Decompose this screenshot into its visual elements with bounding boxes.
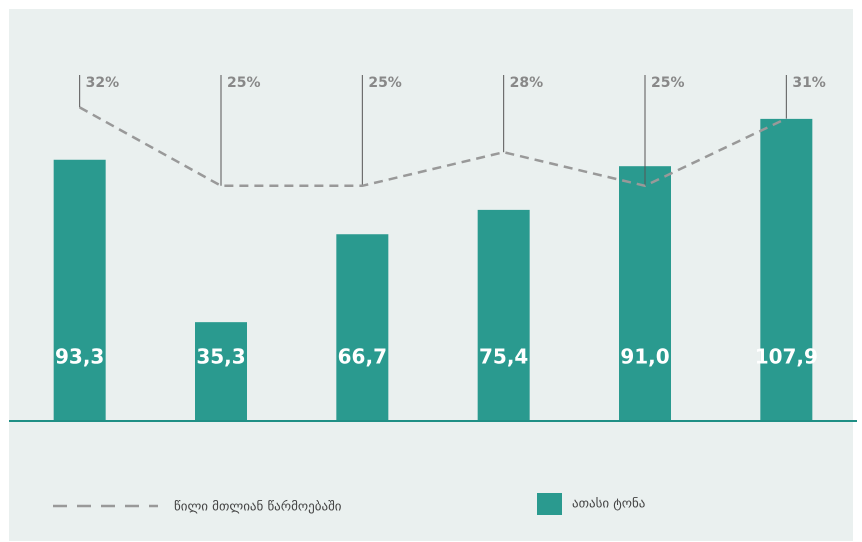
legend-swatch [537,493,562,515]
line-value-label: 25% [651,75,685,91]
line-value-label: 32% [86,75,120,91]
bar [477,209,530,421]
share-line [79,106,787,188]
line-value-label: 31% [792,75,826,91]
bar [619,166,671,421]
bar [195,322,247,421]
bar-value-label: 91,0 [620,345,669,369]
legend-label: წილი მთლიან წარმოებაში [174,500,342,515]
line-value-label: 28% [510,75,544,91]
line-value-label: 25% [368,75,402,91]
bar-value-label: 107,9 [755,345,818,369]
bar [760,118,813,421]
bar-value-label: 35,3 [196,345,245,369]
chart-background [9,9,853,541]
line-value-label: 25% [227,75,261,91]
bar-value-label: 66,7 [338,345,387,369]
legend-label: ათასი ტონა [572,497,645,512]
bar-value-label: 93,3 [55,345,104,369]
bar [53,159,106,421]
bar [336,234,389,421]
bar-value-label: 75,4 [479,345,528,369]
